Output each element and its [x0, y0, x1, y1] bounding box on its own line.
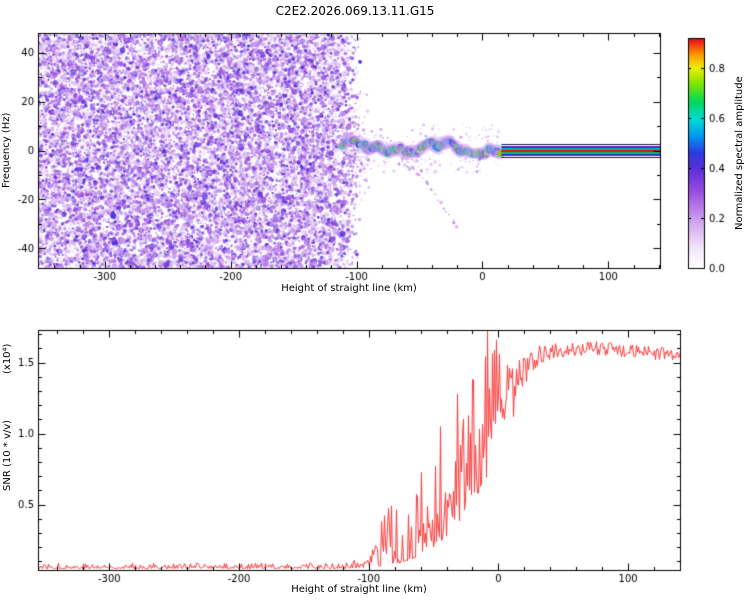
spectrogram-xlabel: Height of straight line (km)	[281, 283, 417, 294]
figure-title: C2E2.2026.069.13.11.G15	[275, 4, 435, 18]
snr-ylabel: SNR (10 * v/v)	[2, 419, 13, 491]
colorbar-canvas	[672, 28, 736, 278]
spectrogram-canvas	[0, 23, 672, 295]
colorbar-label: Normalized spectral amplitude	[734, 76, 745, 230]
snr-canvas	[0, 320, 700, 588]
snr-xlabel: Height of straight line (km)	[291, 584, 427, 595]
spectrogram-ylabel: Frequency (Hz)	[1, 112, 12, 189]
